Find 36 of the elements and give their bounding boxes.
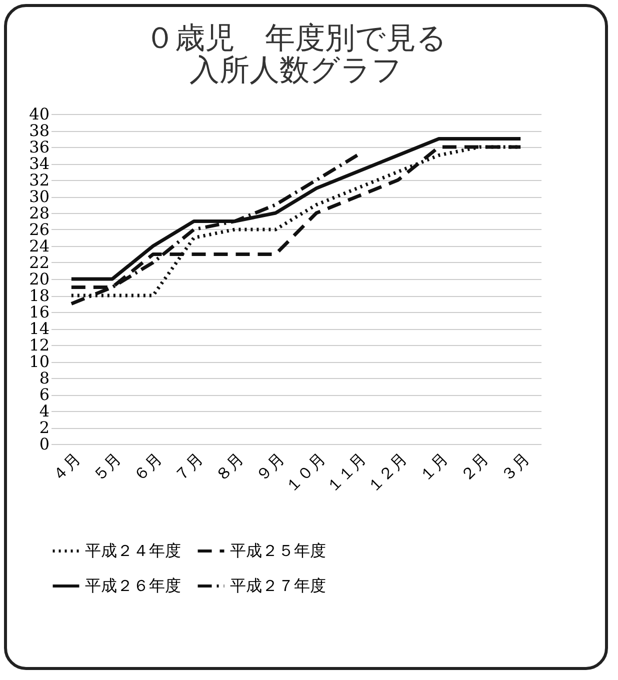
legend-label: 平成２４年度 xyxy=(85,541,181,560)
y-tick-label: 6 xyxy=(39,385,50,404)
y-tick-label: 14 xyxy=(29,319,50,338)
y-tick-label: 34 xyxy=(29,154,50,173)
x-tick-label: ７月 xyxy=(170,449,206,486)
y-tick-label: 2 xyxy=(39,418,50,437)
y-tick-label: 16 xyxy=(29,302,50,322)
legend-label: 平成２６年度 xyxy=(85,576,181,595)
x-tick-label: ５月 xyxy=(88,449,125,486)
y-tick-label: 30 xyxy=(29,187,50,206)
y-tick-label: 26 xyxy=(29,220,50,239)
y-tick-label: 38 xyxy=(29,121,50,140)
x-tick-label: ４月 xyxy=(48,449,84,486)
legend-label: 平成２７年度 xyxy=(230,576,326,595)
y-tick-label: 36 xyxy=(29,138,50,156)
y-tick-label: 8 xyxy=(39,368,50,388)
x-tick-label: ２月 xyxy=(456,449,492,486)
x-tick-label: ８月 xyxy=(211,449,248,486)
y-tick-label: 4 xyxy=(39,402,50,420)
chart-title: ０歳児 年度別で見る xyxy=(145,21,447,56)
y-tick-label: 18 xyxy=(29,286,50,305)
y-tick-label: 20 xyxy=(29,270,50,288)
y-tick-label: 24 xyxy=(29,236,50,256)
y-tick-label: 22 xyxy=(29,253,50,272)
chart-subtitle: 入所人数グラフ xyxy=(190,53,402,88)
y-tick-label: 0 xyxy=(39,434,50,454)
x-tick-label: ６月 xyxy=(130,449,166,486)
x-tick-label: １月 xyxy=(415,449,452,486)
x-tick-label: ３月 xyxy=(497,449,534,486)
y-tick-label: 32 xyxy=(29,170,50,190)
y-tick-label: 10 xyxy=(29,352,50,371)
legend-label: 平成２５年度 xyxy=(230,541,326,560)
x-tick-label: ９月 xyxy=(252,449,288,486)
y-tick-label: 40 xyxy=(29,104,50,124)
y-tick-label: 28 xyxy=(29,204,50,222)
y-tick-label: 12 xyxy=(29,336,50,354)
